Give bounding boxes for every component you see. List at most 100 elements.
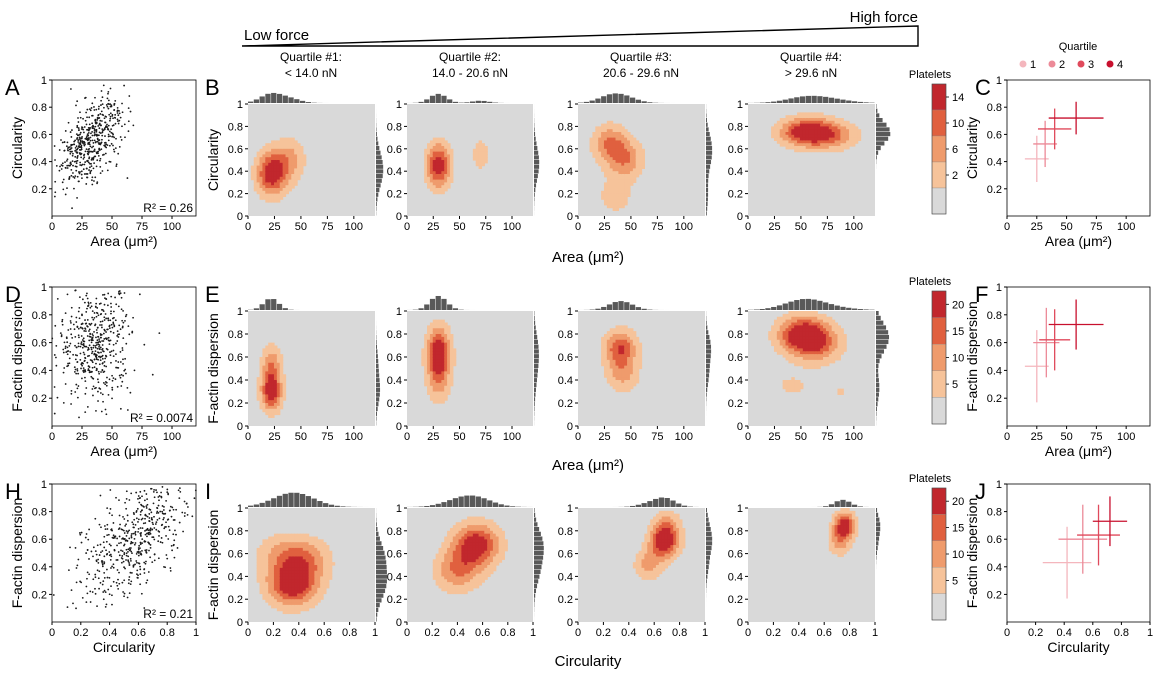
scatter-point [112, 322, 115, 325]
density-cell [279, 596, 284, 600]
scatter-point [83, 154, 85, 157]
density-cell [834, 334, 839, 338]
density-cell [782, 328, 787, 332]
density-cell [601, 168, 605, 172]
density-cell [811, 357, 815, 361]
right-histogram-bar [534, 392, 536, 397]
panel-b-q2-ytick-label: 0.4 [387, 166, 402, 178]
scatter-point [91, 352, 93, 355]
top-histogram-bar [635, 99, 641, 103]
density-cell [785, 123, 790, 127]
density-cell [288, 157, 292, 161]
scatter-point [155, 528, 158, 531]
density-cell [262, 188, 266, 192]
right-histogram-bar [706, 150, 713, 155]
scatter-point [125, 313, 128, 316]
density-cell [598, 132, 602, 136]
density-cell [612, 382, 617, 387]
density-cell [421, 348, 425, 352]
density-cell [814, 334, 818, 338]
density-cell [424, 348, 428, 352]
density-cell [279, 547, 284, 552]
scatter-point [89, 145, 92, 148]
density-cell [449, 368, 454, 372]
density-cell [612, 165, 617, 169]
scatter-point [149, 546, 152, 549]
density-cell [797, 331, 801, 335]
density-cell [438, 168, 442, 172]
density-cell [773, 345, 778, 349]
density-cell [444, 388, 448, 393]
density-cell [627, 348, 631, 352]
scatter-point [130, 541, 133, 543]
panel-c-ytick-label: 0.4 [987, 157, 1002, 169]
density-cell [802, 115, 807, 119]
scatter-point [69, 320, 72, 322]
density-cell [285, 179, 290, 183]
density-cell [273, 411, 278, 416]
density-cell [621, 385, 625, 390]
density-cell [441, 171, 445, 175]
scatter-point [115, 303, 118, 306]
density-cell [785, 129, 790, 133]
top-histogram-bar [629, 97, 636, 103]
density-cell [802, 357, 807, 361]
scatter-point [86, 406, 89, 408]
scatter-point [89, 109, 92, 112]
density-cell [624, 359, 628, 364]
density-cell [831, 118, 836, 122]
scatter-point [178, 487, 181, 489]
density-cell [259, 570, 264, 575]
density-cell [797, 357, 801, 361]
scatter-point [104, 591, 107, 594]
scatter-point [77, 327, 80, 330]
density-cell [598, 154, 602, 158]
density-cell [621, 339, 625, 344]
panel-a-ylabel: Circularity [9, 117, 25, 179]
density-cell [259, 174, 264, 178]
scatter-point [107, 393, 110, 396]
density-cell [851, 126, 856, 130]
scatter-point [87, 355, 89, 358]
density-cell [627, 368, 631, 372]
scatter-point [88, 573, 91, 576]
right-histogram-bar [376, 183, 381, 188]
panel-e-q4-ytick-label: 0.4 [728, 375, 743, 387]
scatter-point [95, 336, 97, 339]
density-cell [773, 339, 778, 344]
scatter-point [119, 376, 122, 379]
scatter-point [90, 371, 92, 373]
density-cell [831, 123, 836, 127]
scatter-point [95, 165, 98, 168]
density-cell [271, 388, 275, 393]
scatter-point [165, 535, 167, 537]
density-cell [279, 371, 284, 375]
density-cell [773, 331, 778, 335]
scatter-point [109, 508, 112, 510]
density-cell [259, 559, 264, 563]
density-cell [285, 596, 290, 600]
scatter-point [125, 554, 128, 557]
scatter-point [108, 554, 111, 557]
density-cell [618, 190, 622, 195]
density-cell [259, 168, 264, 172]
density-cell [603, 342, 608, 347]
density-cell [441, 188, 445, 192]
density-cell [785, 146, 790, 150]
scatter-point [125, 490, 128, 493]
density-cell [808, 137, 813, 141]
right-histogram-bar [534, 334, 538, 340]
density-cell [472, 157, 477, 161]
density-cell [837, 126, 841, 130]
density-cell [259, 403, 264, 407]
density-cell [641, 151, 645, 155]
density-cell [612, 134, 617, 139]
density-cell [612, 336, 617, 341]
density-cell [799, 134, 804, 139]
density-cell [447, 365, 451, 370]
density-cell [262, 354, 266, 358]
density-cell [429, 174, 434, 178]
density-cell [265, 179, 269, 183]
